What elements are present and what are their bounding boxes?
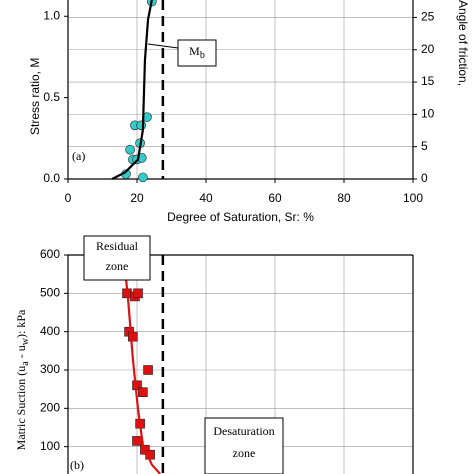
y2-tick-label: 25 bbox=[421, 10, 435, 24]
x-axis-label: Degree of Saturation, Sr: % bbox=[167, 210, 314, 224]
annotation-text: M bbox=[189, 44, 200, 58]
y-tick-label: 400 bbox=[40, 324, 60, 338]
x-tick-label: 0 bbox=[65, 191, 72, 205]
y-tick-label: 600 bbox=[40, 247, 60, 261]
y-tick-label: 300 bbox=[40, 362, 60, 376]
curve bbox=[111, 0, 153, 180]
annotation-box bbox=[204, 417, 284, 474]
annotation: zone bbox=[106, 259, 129, 273]
point bbox=[138, 387, 148, 398]
point bbox=[133, 288, 143, 299]
y-tick-label: 200 bbox=[40, 401, 60, 415]
x-tick-label: 20 bbox=[130, 191, 144, 205]
y-axis-label-part: - u bbox=[14, 345, 28, 361]
y-tick-label: 0.5 bbox=[43, 90, 60, 104]
x-tick-label: 40 bbox=[199, 191, 213, 205]
point bbox=[128, 331, 138, 342]
annotation-box bbox=[83, 235, 151, 281]
y-axis-label: Stress ratio, M bbox=[28, 58, 42, 135]
y2-tick-label: 15 bbox=[421, 74, 435, 88]
y-axis-label-part: Matric Suction (u bbox=[14, 366, 28, 451]
curve bbox=[122, 258, 161, 474]
annotation: (a) bbox=[72, 149, 85, 163]
y-tick-label: 1.0 bbox=[43, 8, 60, 22]
annotation: (b) bbox=[70, 458, 84, 472]
point bbox=[136, 120, 146, 131]
y-axis-label-part: w bbox=[20, 337, 31, 345]
y-tick-label: 100 bbox=[40, 439, 60, 453]
x-tick-label: 60 bbox=[268, 191, 282, 205]
annotation: Desaturation bbox=[213, 424, 274, 438]
y-tick-label: 0.0 bbox=[43, 171, 60, 185]
y-axis-label: Matric Suction (ua - uw): kPa bbox=[14, 309, 32, 450]
x-tick-label: 80 bbox=[337, 191, 351, 205]
y-axis-label-part: a bbox=[20, 361, 31, 366]
y-axis-label-part: ): kPa bbox=[14, 309, 28, 338]
y2-tick-label: 10 bbox=[421, 107, 435, 121]
point bbox=[138, 172, 148, 183]
annotation: zone bbox=[233, 446, 256, 460]
y-tick-label: 500 bbox=[40, 286, 60, 300]
y2-tick-label: 0 bbox=[421, 171, 428, 185]
annotation: Mb bbox=[189, 44, 205, 62]
point bbox=[143, 365, 153, 375]
leader-line bbox=[147, 43, 179, 49]
point bbox=[125, 144, 135, 155]
x-tick-label: 100 bbox=[403, 191, 423, 205]
point bbox=[132, 436, 142, 446]
annotation: Residual bbox=[96, 239, 139, 253]
annotation-sub: b bbox=[200, 50, 205, 61]
annotation-text: (a) bbox=[72, 149, 85, 163]
y2-tick-label: 5 bbox=[421, 139, 428, 153]
y2-tick-label: 20 bbox=[421, 42, 435, 56]
y-axis-label-part: Stress ratio, M bbox=[28, 58, 42, 135]
annotation-text: (b) bbox=[70, 458, 84, 472]
annotation-box bbox=[177, 39, 217, 67]
y2-axis-label: Angle of friction, bbox=[456, 0, 470, 86]
